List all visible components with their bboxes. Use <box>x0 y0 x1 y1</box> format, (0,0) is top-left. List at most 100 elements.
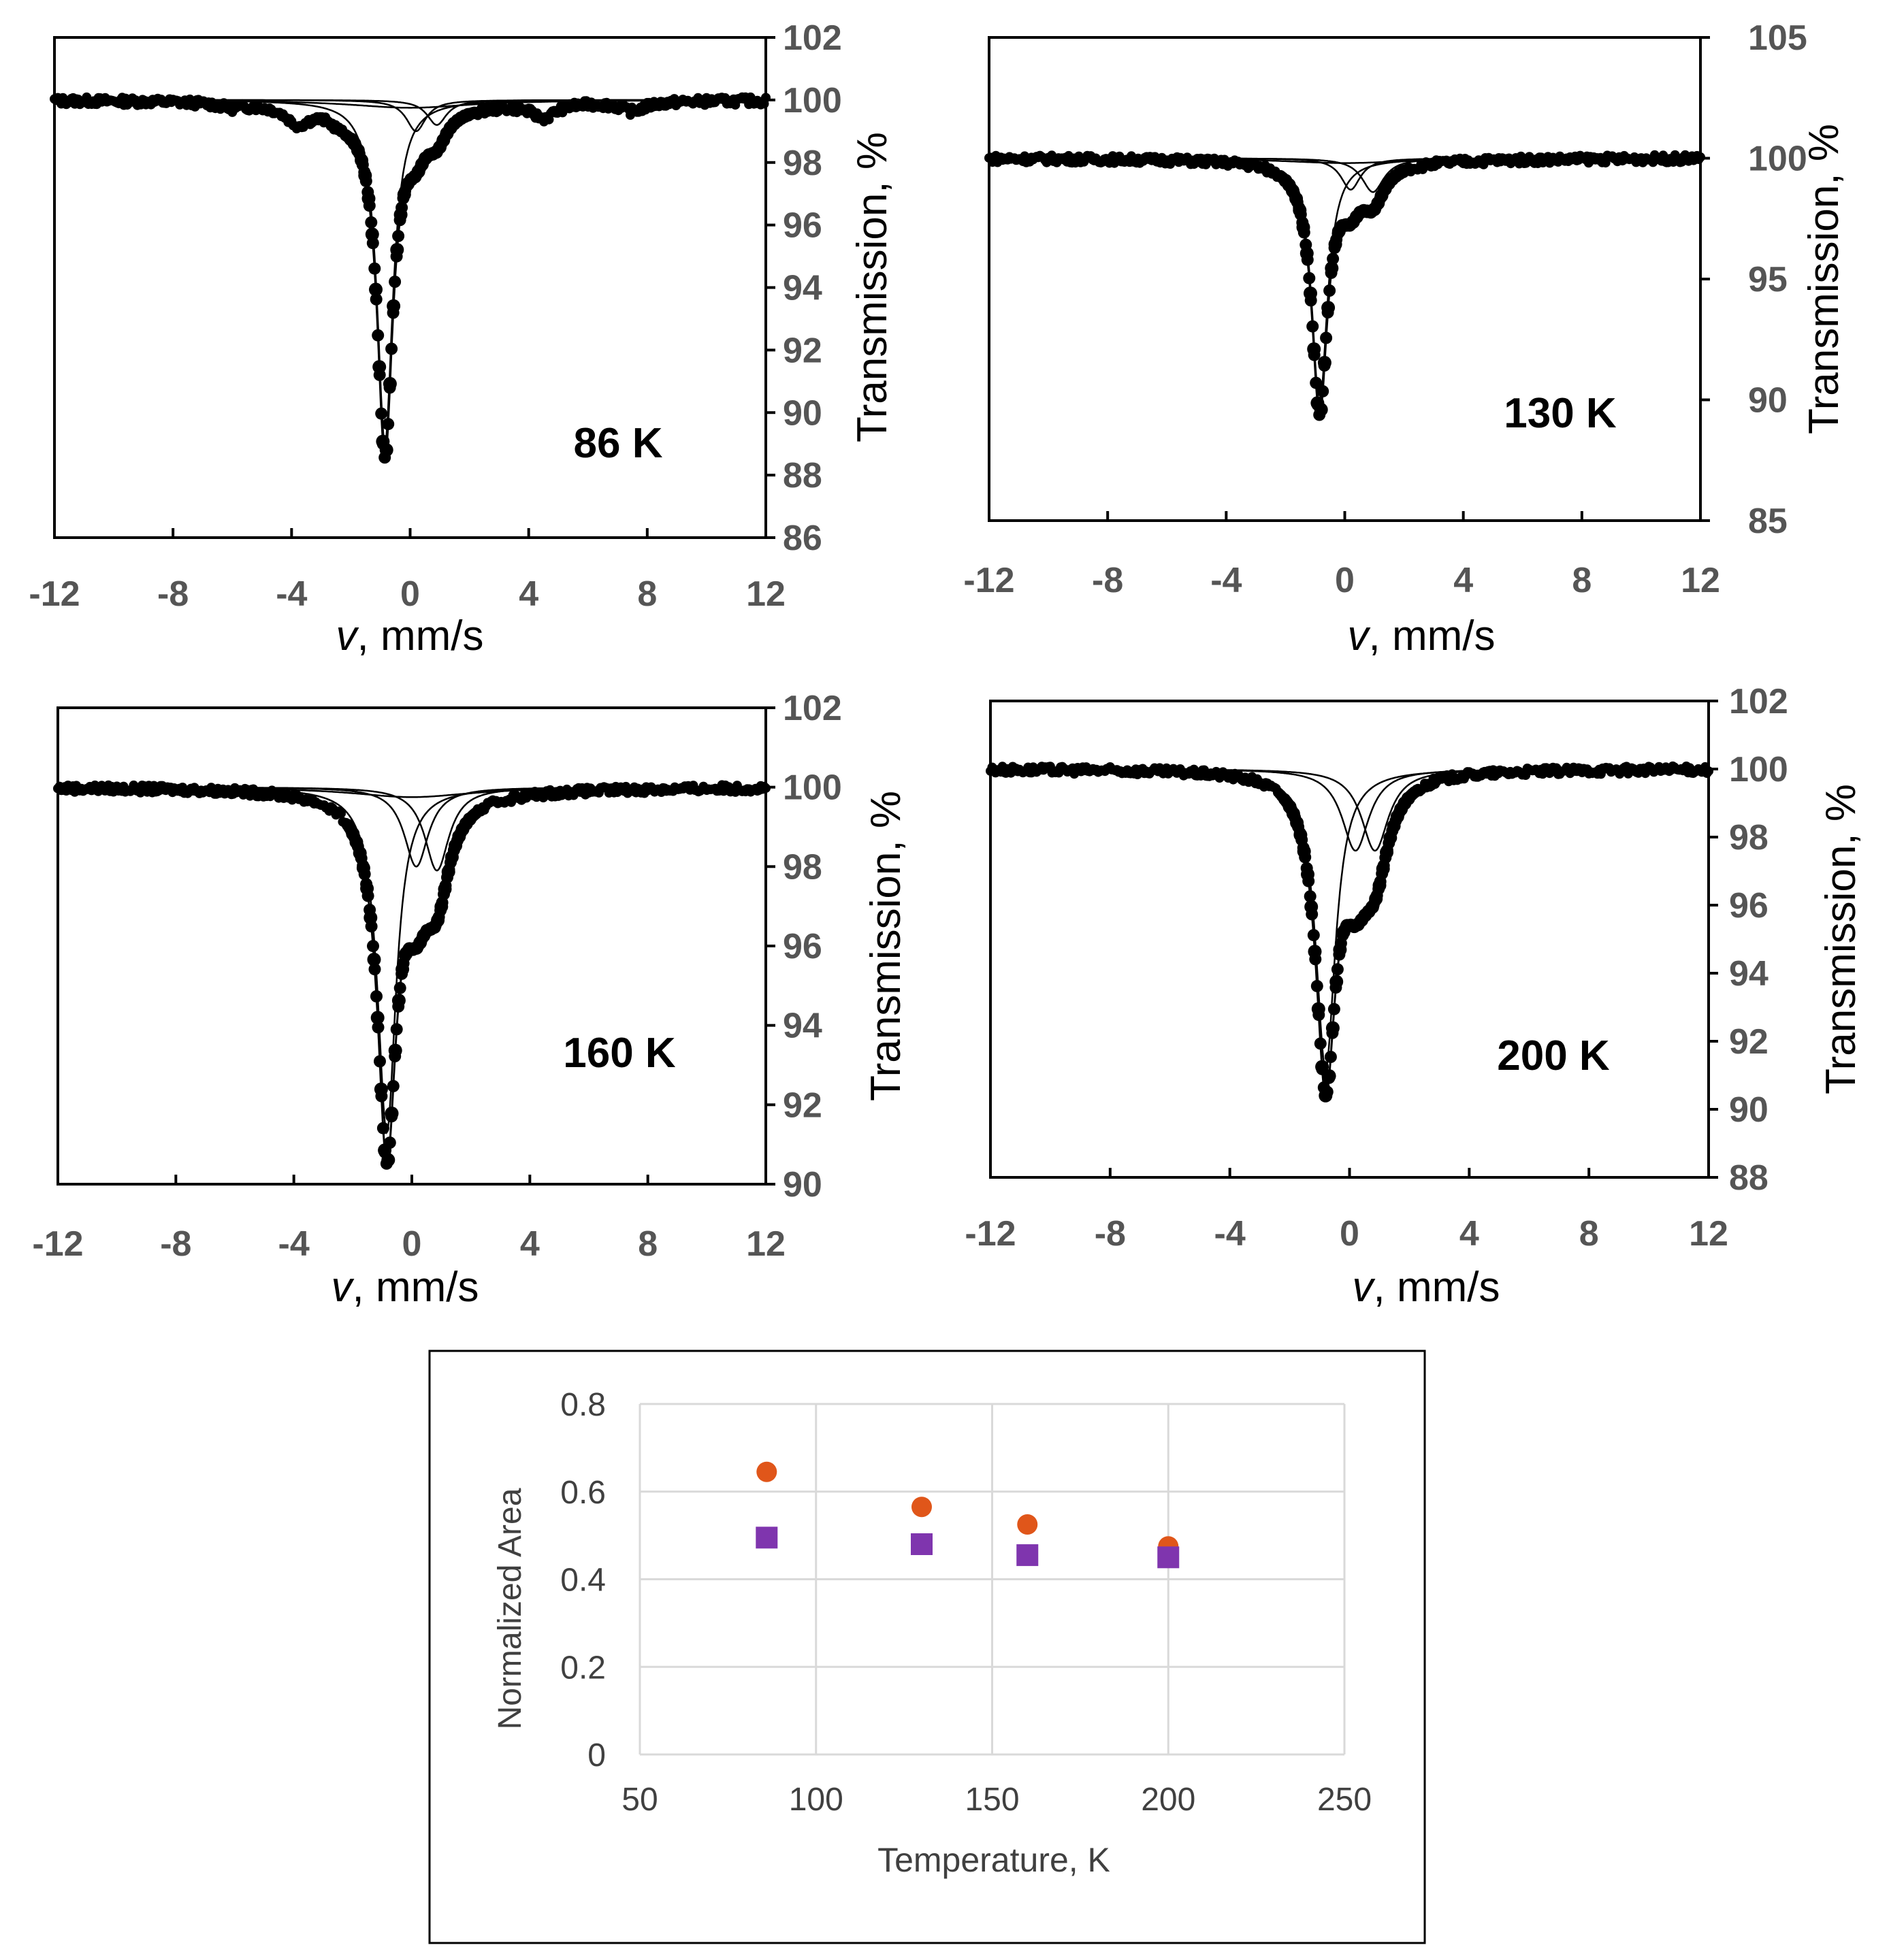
x-tick-label: 150 <box>965 1782 1019 1818</box>
y-tick-label: 0.8 <box>560 1387 606 1423</box>
chart-title-130k: 130 K <box>1504 390 1617 437</box>
x-axis-label-130k: v, mm/s <box>1348 612 1496 659</box>
x-tick-label: -4 <box>276 574 307 614</box>
chart-title-200k: 200 K <box>1497 1032 1610 1079</box>
x-tick-label: 4 <box>520 1224 540 1264</box>
x-tick-label: 4 <box>1453 561 1473 600</box>
y-tick-label: 96 <box>1729 886 1769 926</box>
y-tick-label: 95 <box>1748 260 1788 299</box>
y-tick-label: 98 <box>783 847 822 887</box>
y-tick-label: 0.6 <box>560 1475 606 1511</box>
x-tick-label: 12 <box>1681 561 1720 600</box>
y-tick-label: 98 <box>1729 818 1769 858</box>
y-axis-label-200k: Transmission, % <box>1818 784 1864 1094</box>
x-axis-label-var: v <box>336 612 359 659</box>
fit-total-curve <box>990 768 1709 1097</box>
y-tick-label: 92 <box>1729 1022 1769 1062</box>
y-tick-label: 92 <box>783 1085 822 1125</box>
x-tick-label: -12 <box>963 561 1014 600</box>
x-tick-label: 50 <box>621 1782 658 1818</box>
y-tick-label: 100 <box>1729 750 1788 789</box>
y-tick-label: 90 <box>783 393 822 433</box>
y-tick-label: 96 <box>783 206 822 246</box>
fit-component-curve <box>54 99 766 109</box>
fit-total-curve <box>54 99 766 461</box>
x-axis-label-86k: v, mm/s <box>336 612 484 659</box>
y-tick-label: 88 <box>1729 1158 1769 1198</box>
x-tick-label: 8 <box>638 1224 658 1264</box>
x-axis-label-var: v <box>1348 612 1371 659</box>
x-axis-label-unit: , mm/s <box>353 1264 479 1311</box>
y-axis-label-160k: Transmission, % <box>862 791 909 1101</box>
x-tick-label: 12 <box>746 574 786 614</box>
y-tick-label: 94 <box>783 1007 822 1046</box>
x-axis-label-unit: , mm/s <box>1374 1264 1500 1311</box>
y-tick-label: 98 <box>783 144 822 183</box>
x-tick-label: 12 <box>1689 1214 1728 1254</box>
y-tick-label: 102 <box>783 18 842 58</box>
data-point <box>1696 152 1705 162</box>
fit-component-curve <box>58 787 766 798</box>
x-tick-label: -12 <box>32 1224 83 1264</box>
chart-normalized-area: 50 100 150 200 250 0 0.2 0.4 0.6 0.8 Normalized A… <box>428 1350 1426 1944</box>
y-tick-label: 0.4 <box>560 1563 606 1599</box>
x-tick-label: -4 <box>1214 1214 1246 1254</box>
chart-86k: -12 -8 -4 0 4 8 12 86 88 90 92 94 96 98 100 102 86 K Tr… <box>29 18 896 659</box>
y-tick-label: 90 <box>1748 381 1788 421</box>
y-tick-label: 100 <box>1748 140 1807 179</box>
y-tick-label: 102 <box>1729 682 1788 721</box>
chart-title-160k: 160 K <box>563 1030 676 1077</box>
x-tick-label: -8 <box>157 574 189 614</box>
x-tick-label: 250 <box>1317 1782 1372 1818</box>
chart-130k: -12 -8 -4 0 4 8 12 85 90 95 100 105 130 K Transmiss… <box>963 18 1847 659</box>
y-tick-label: 0 <box>587 1737 606 1774</box>
y-tick-label: 92 <box>783 331 822 370</box>
x-tick-label: 0 <box>1340 1214 1359 1254</box>
chart-160k: -12 -8 -4 0 4 8 12 90 92 94 96 98 100 102 160 K Trans… <box>32 689 909 1311</box>
y-tick-label: 0.2 <box>560 1650 606 1686</box>
data-point-circle <box>911 1497 932 1518</box>
y-axis-label-130k: Transmission, % <box>1801 124 1847 434</box>
x-axis-label-var: v <box>1353 1264 1376 1311</box>
x-tick-label: 200 <box>1141 1782 1195 1818</box>
y-axis-label-86k: Transmission, % <box>849 132 896 442</box>
x-tick-label: 12 <box>746 1224 786 1264</box>
x-tick-label: -12 <box>965 1214 1016 1254</box>
data-point-circle <box>756 1461 777 1482</box>
x-axis-label-unit: , mm/s <box>357 612 484 659</box>
fit-total-curve <box>57 787 766 1166</box>
data-point <box>1704 766 1713 777</box>
y-tick-label: 94 <box>1729 954 1769 994</box>
chart-border <box>428 1350 1426 1944</box>
x-axis-label-area: Temperature, K <box>877 1841 1110 1879</box>
x-tick-label: -8 <box>1095 1214 1126 1254</box>
y-tick-label: 102 <box>783 689 842 728</box>
y-tick-label: 86 <box>783 519 822 558</box>
x-tick-label: -4 <box>278 1224 310 1264</box>
y-tick-label: 96 <box>783 927 822 966</box>
x-axis-label-160k: v, mm/s <box>332 1264 479 1311</box>
x-tick-label: 8 <box>1579 1214 1599 1254</box>
x-axis-label-var: v <box>332 1264 355 1311</box>
x-axis-label-200k: v, mm/s <box>1353 1264 1500 1311</box>
x-axis-label-unit: , mm/s <box>1369 612 1496 659</box>
x-tick-label: -4 <box>1210 561 1242 600</box>
x-tick-label: 100 <box>789 1782 843 1818</box>
fit-total-curve <box>989 157 1700 417</box>
y-tick-label: 88 <box>783 456 822 495</box>
chart-title-86k: 86 K <box>574 420 663 467</box>
x-tick-label: 4 <box>1459 1214 1479 1254</box>
x-tick-label: -8 <box>160 1224 191 1264</box>
data-point-square <box>911 1533 933 1555</box>
x-tick-label: 0 <box>402 1224 422 1264</box>
y-tick-label: 94 <box>783 269 822 308</box>
x-tick-label: 0 <box>1335 561 1355 600</box>
x-tick-label: -12 <box>29 574 80 614</box>
data-point-square <box>1157 1546 1180 1569</box>
y-tick-label: 100 <box>783 768 842 808</box>
x-tick-label: -8 <box>1092 561 1123 600</box>
x-tick-label: 8 <box>1572 561 1592 600</box>
y-tick-label: 90 <box>1729 1090 1769 1130</box>
x-tick-label: 4 <box>519 574 538 614</box>
